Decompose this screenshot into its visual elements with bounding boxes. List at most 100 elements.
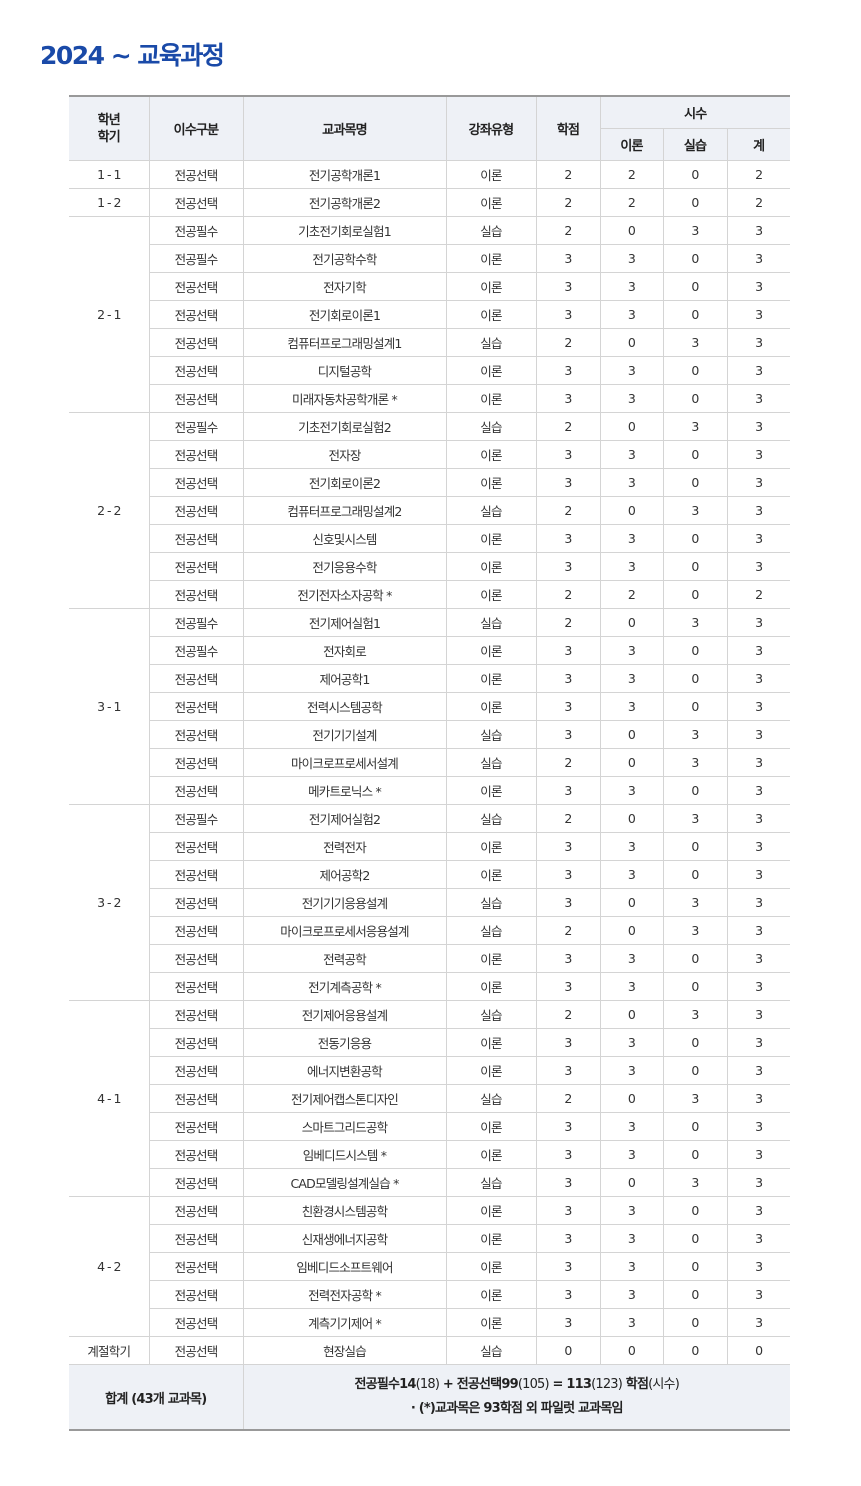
type-cell: 이론 bbox=[445, 1140, 537, 1169]
course-cell: 전동기응용 bbox=[242, 1028, 447, 1057]
type-cell: 이론 bbox=[445, 832, 537, 861]
credit-cell: 3 bbox=[535, 972, 601, 1001]
course-cell: CAD모델링설계실습 * bbox=[242, 1168, 447, 1197]
type-cell: 실습 bbox=[445, 1336, 537, 1365]
practice-cell: 0 bbox=[662, 664, 728, 693]
summary-segment: (105) bbox=[517, 1377, 550, 1392]
credit-cell: 2 bbox=[535, 328, 601, 357]
type-cell: 이론 bbox=[445, 1112, 537, 1141]
type-cell: 이론 bbox=[445, 1196, 537, 1225]
table-row: 전공선택 전자장 이론 3 3 0 3 bbox=[69, 440, 790, 469]
total-cell: 3 bbox=[726, 552, 790, 581]
course-cell: 현장실습 bbox=[242, 1336, 447, 1365]
theory-cell: 3 bbox=[599, 552, 664, 581]
theory-cell: 0 bbox=[599, 328, 664, 357]
theory-cell: 0 bbox=[599, 804, 664, 833]
header-type: 강좌유형 bbox=[445, 95, 537, 161]
total-cell: 3 bbox=[726, 272, 790, 301]
theory-cell: 3 bbox=[599, 440, 664, 469]
header-hours: 시수 bbox=[599, 95, 790, 129]
table-row: 전공선택 전력공학 이론 3 3 0 3 bbox=[69, 944, 790, 973]
table-row: 전공선택 임베디드시스템 * 이론 3 3 0 3 bbox=[69, 1140, 790, 1169]
header-total: 계 bbox=[726, 128, 790, 161]
credit-cell: 2 bbox=[535, 1000, 601, 1029]
practice-cell: 3 bbox=[662, 608, 728, 637]
category-cell: 전공선택 bbox=[149, 1112, 244, 1141]
practice-cell: 0 bbox=[662, 160, 728, 189]
course-cell: 전기회로이론1 bbox=[242, 300, 447, 329]
course-cell: 기초전기회로실험2 bbox=[242, 412, 447, 441]
type-cell: 이론 bbox=[445, 1280, 537, 1309]
type-cell: 이론 bbox=[445, 580, 537, 609]
theory-cell: 3 bbox=[599, 1280, 664, 1309]
theory-cell: 3 bbox=[599, 356, 664, 385]
course-cell: 전자회로 bbox=[242, 636, 447, 665]
theory-cell: 0 bbox=[599, 916, 664, 945]
term-cell: 3 - 1 bbox=[69, 608, 150, 805]
total-cell: 3 bbox=[726, 1140, 790, 1169]
practice-cell: 0 bbox=[662, 384, 728, 413]
category-cell: 전공선택 bbox=[149, 664, 244, 693]
practice-cell: 3 bbox=[662, 1000, 728, 1029]
total-cell: 3 bbox=[726, 1252, 790, 1281]
total-cell: 3 bbox=[726, 1224, 790, 1253]
table-row: 2 - 2 전공필수 기초전기회로실험2 실습 2 0 3 3 bbox=[69, 412, 790, 609]
category-cell: 전공선택 bbox=[149, 552, 244, 581]
theory-cell: 3 bbox=[599, 1252, 664, 1281]
total-cell: 3 bbox=[726, 636, 790, 665]
category-cell: 전공필수 bbox=[148, 608, 244, 637]
table-row: 2 - 1 전공필수 기초전기회로실험1 실습 2 0 3 3 bbox=[69, 216, 790, 413]
practice-cell: 0 bbox=[662, 1140, 728, 1169]
credit-cell: 3 bbox=[535, 636, 601, 665]
credit-cell: 3 bbox=[535, 1280, 601, 1309]
header-term: 학년 학기 bbox=[69, 95, 150, 161]
credit-cell: 3 bbox=[535, 552, 601, 581]
type-cell: 실습 bbox=[445, 1000, 537, 1029]
course-cell: 전기응용수학 bbox=[242, 552, 447, 581]
course-cell: 전기제어실험2 bbox=[242, 804, 447, 833]
total-cell: 3 bbox=[726, 1000, 790, 1029]
category-cell: 전공선택 bbox=[149, 1084, 244, 1113]
theory-cell: 3 bbox=[599, 384, 664, 413]
theory-cell: 3 bbox=[599, 692, 664, 721]
course-cell: 신재생에너지공학 bbox=[242, 1224, 447, 1253]
practice-cell: 0 bbox=[662, 832, 728, 861]
theory-cell: 3 bbox=[599, 1056, 664, 1085]
total-cell: 0 bbox=[726, 1336, 790, 1365]
category-cell: 전공선택 bbox=[149, 328, 244, 357]
practice-cell: 3 bbox=[662, 916, 728, 945]
table-row: 1 - 1 전공선택 전기공학개론1 이론 2 2 0 2 bbox=[69, 160, 790, 189]
credit-cell: 3 bbox=[535, 272, 601, 301]
category-cell: 전공선택 bbox=[149, 832, 244, 861]
credit-cell: 2 bbox=[535, 804, 601, 833]
credit-cell: 2 bbox=[535, 580, 601, 609]
credit-summary: 전공필수14(18) + 전공선택99(105) = 113(123) 학점(시… bbox=[244, 1373, 791, 1397]
category-cell: 전공필수 bbox=[148, 216, 244, 245]
type-cell: 실습 bbox=[445, 1084, 537, 1113]
table-row: 전공선택 에너지변환공학 이론 3 3 0 3 bbox=[69, 1056, 790, 1085]
theory-cell: 3 bbox=[599, 1028, 664, 1057]
type-cell: 이론 bbox=[445, 1056, 537, 1085]
practice-cell: 0 bbox=[662, 580, 728, 609]
course-cell: 메카트로닉스 * bbox=[242, 776, 447, 805]
theory-cell: 3 bbox=[599, 468, 664, 497]
theory-cell: 0 bbox=[599, 412, 664, 441]
course-cell: 전기제어응용설계 bbox=[242, 1000, 447, 1029]
course-cell: 계측기기제어 * bbox=[242, 1308, 447, 1337]
table-row: 전공선택 마이크로프로세서설계 실습 2 0 3 3 bbox=[69, 748, 790, 777]
category-cell: 전공선택 bbox=[149, 1168, 244, 1197]
theory-cell: 3 bbox=[599, 944, 664, 973]
credit-cell: 2 bbox=[535, 160, 601, 189]
table-row: 전공선택 전자기학 이론 3 3 0 3 bbox=[69, 272, 790, 301]
page-title: 2024 ~ 교육과정 bbox=[40, 41, 225, 70]
credit-cell: 3 bbox=[535, 300, 601, 329]
course-cell: 전기공학수학 bbox=[242, 244, 447, 273]
practice-cell: 0 bbox=[662, 1056, 728, 1085]
table-row: 4 - 2 전공선택 친환경시스템공학 이론 3 3 0 3 bbox=[69, 1196, 790, 1337]
theory-cell: 0 bbox=[599, 748, 664, 777]
table-row: 전공선택 계측기기제어 * 이론 3 3 0 3 bbox=[69, 1308, 790, 1337]
credit-cell: 3 bbox=[535, 692, 601, 721]
type-cell: 이론 bbox=[445, 860, 537, 889]
theory-cell: 0 bbox=[599, 1084, 664, 1113]
practice-cell: 0 bbox=[662, 1336, 728, 1365]
